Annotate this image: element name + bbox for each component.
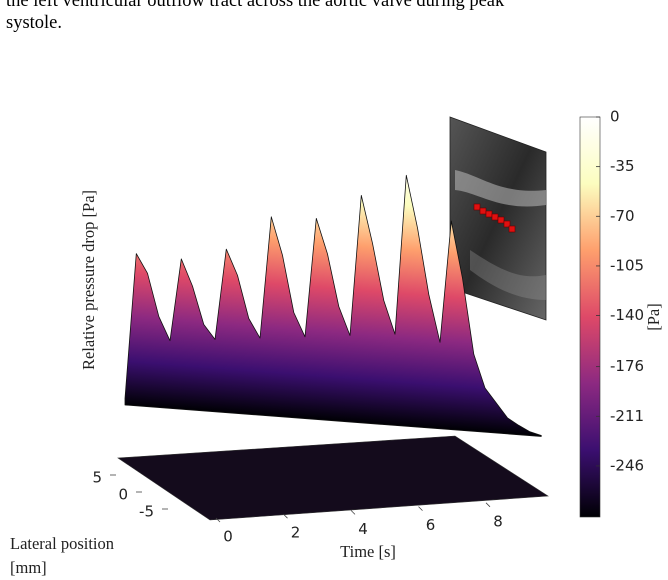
colorbar xyxy=(579,116,601,518)
sample-points xyxy=(473,203,516,233)
colorbar-tick-label: -140 xyxy=(610,306,644,324)
colorbar-tick-label: -70 xyxy=(610,207,635,225)
y-axis-label: Lateral position [mm] xyxy=(10,534,115,577)
x-tick-label: 6 xyxy=(426,516,436,534)
colorbar-tick-label: -105 xyxy=(610,256,644,274)
y-tick-label: 5 xyxy=(92,469,102,487)
colorbar-tick-label: -211 xyxy=(610,407,644,425)
x-tick-label: 2 xyxy=(291,524,301,542)
ultrasound-tissue xyxy=(470,250,546,300)
x-tick xyxy=(418,506,423,511)
x-tick xyxy=(215,517,221,523)
z-axis-label: Relative pressure drop [Pa] xyxy=(79,190,98,370)
floor-plane xyxy=(117,435,549,521)
x-tick-label: 8 xyxy=(493,512,503,530)
caption-line: systole. xyxy=(6,13,63,33)
caption-line: the left ventricular outflow tract acros… xyxy=(6,0,505,11)
y-tick-label: 0 xyxy=(118,486,128,504)
colorbar-tick-label: -176 xyxy=(610,357,644,375)
y-tick-label: -5 xyxy=(139,503,154,521)
colorbar-tick-label: -35 xyxy=(610,157,635,175)
ultrasound-tissue xyxy=(455,170,546,207)
x-tick xyxy=(283,513,288,519)
x-tick-label: 0 xyxy=(223,528,233,546)
x-tick xyxy=(485,502,491,508)
x-tick-label: 4 xyxy=(358,520,368,538)
x-tick xyxy=(350,510,356,515)
colorbar-tick-label: 0 xyxy=(610,108,620,126)
x-axis-label: Time [s] xyxy=(340,542,396,561)
colorbar-tick-label: -246 xyxy=(610,456,644,474)
colorbar-label: [Pa] xyxy=(644,303,663,331)
pressure-surface xyxy=(124,174,542,437)
